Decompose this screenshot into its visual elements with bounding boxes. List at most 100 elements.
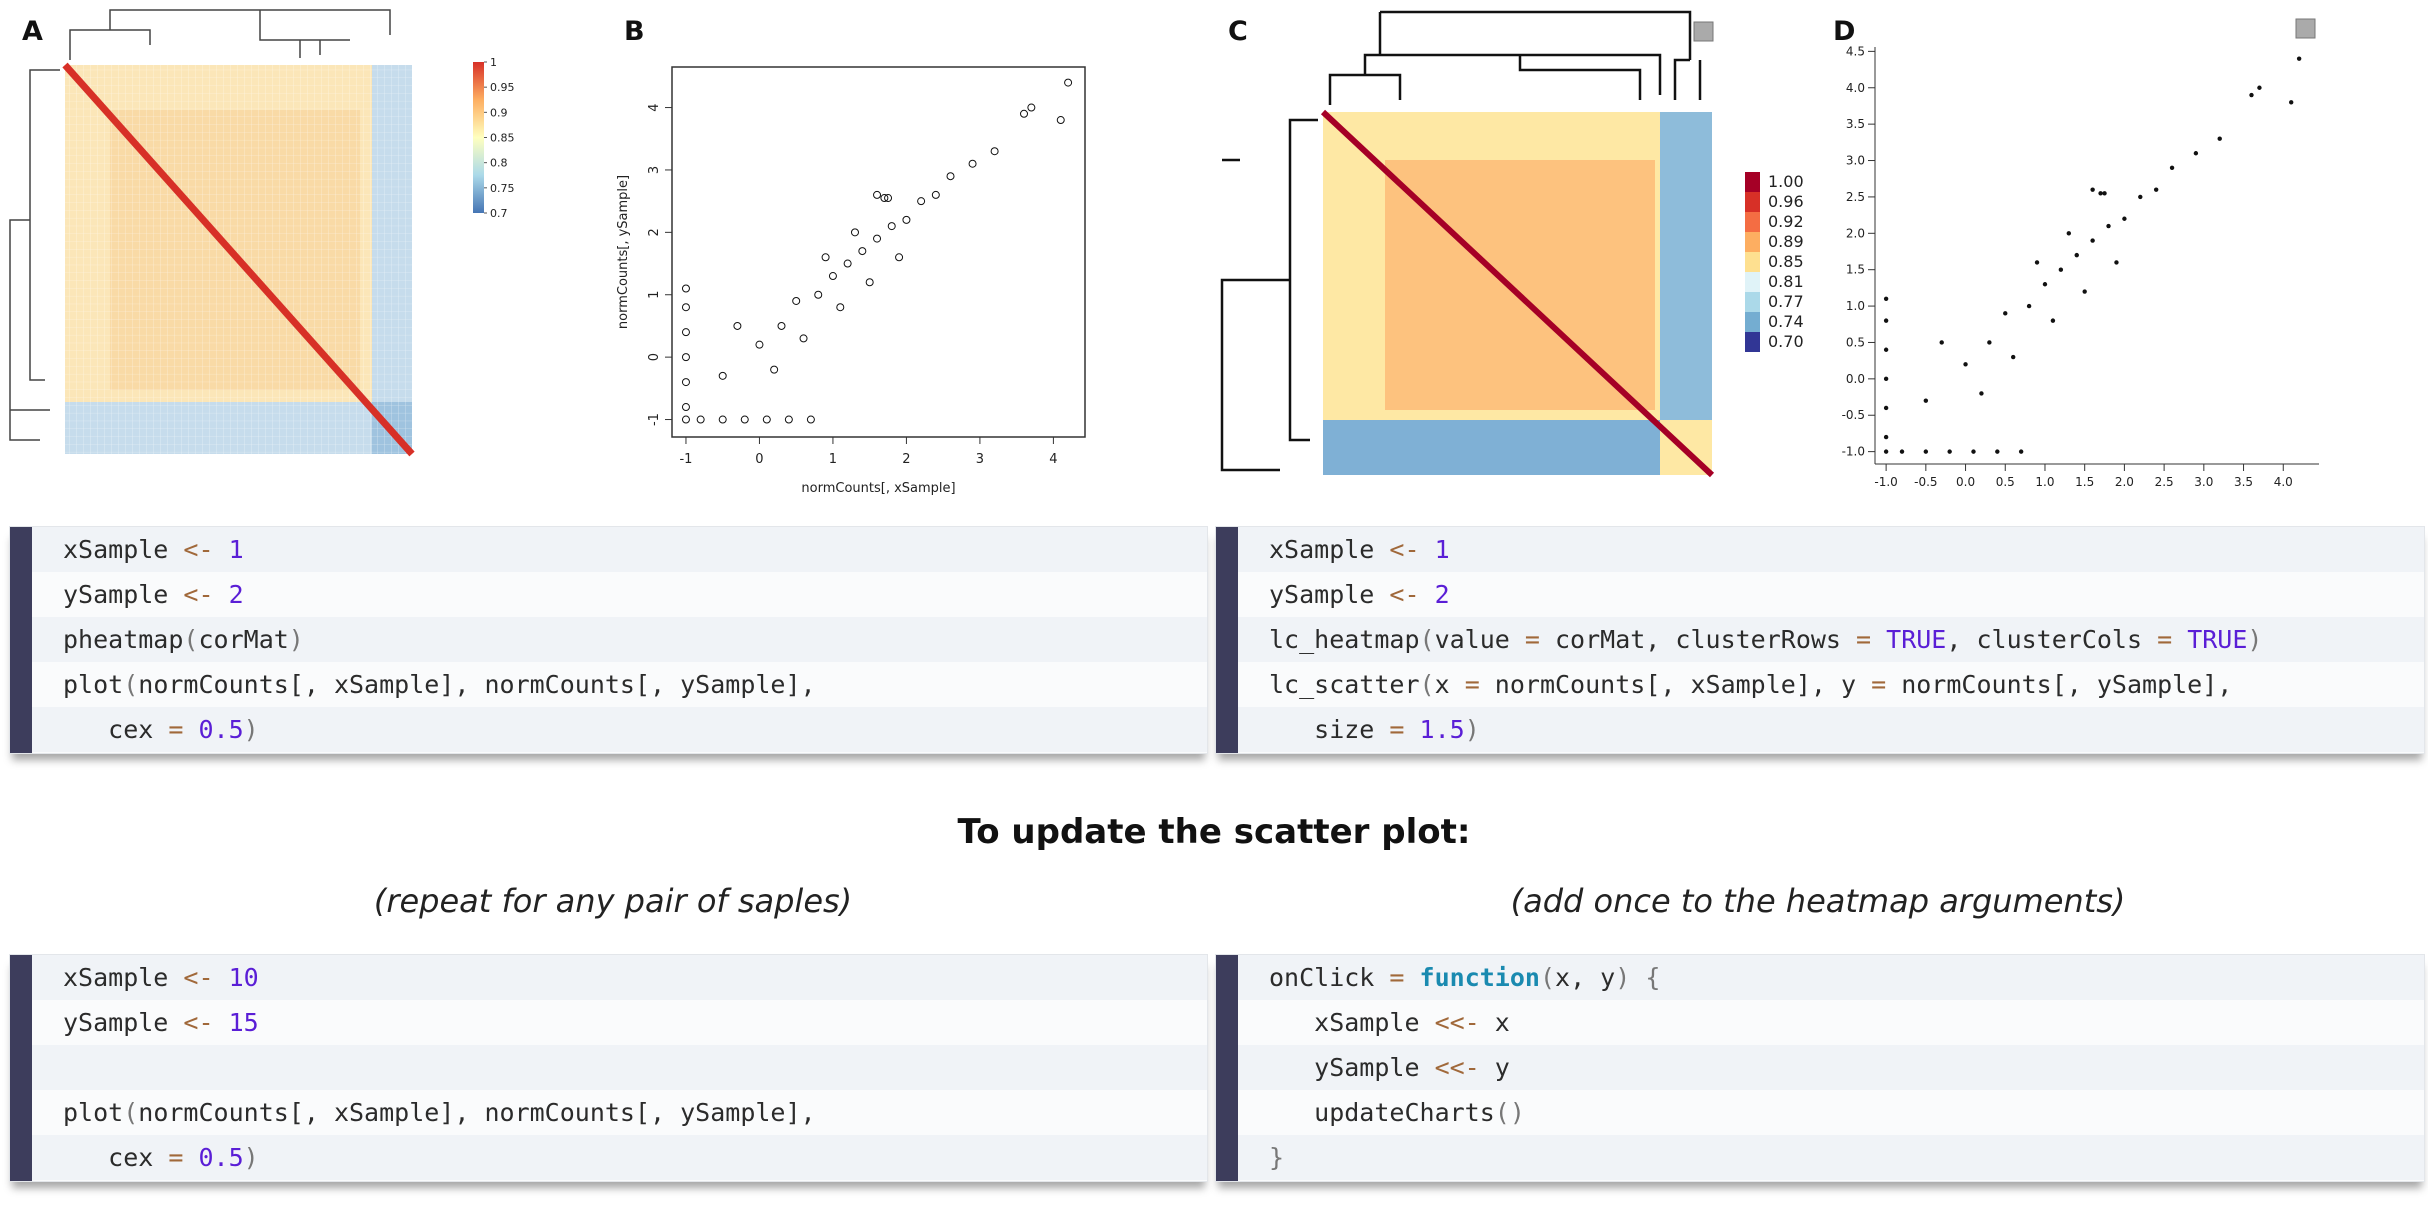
panel-label: D: [1833, 16, 1855, 47]
code-token: ): [243, 715, 259, 744]
code-token: =: [168, 715, 184, 744]
legend-label: 0.70: [1768, 332, 1804, 351]
x-axis-label: normCounts[, xSample]: [801, 481, 955, 496]
y-tick-label: 3.0: [1846, 154, 1865, 168]
code-line: ySample <- 2: [10, 572, 1207, 617]
code-token: ) {: [1615, 963, 1661, 992]
plot-frame: [671, 66, 1086, 438]
point: [681, 303, 690, 312]
legend-label: 0.92: [1768, 212, 1804, 231]
y-tick-label: -1: [647, 413, 662, 426]
code-token: normCounts[, xSample], normCounts[, ySam…: [138, 670, 816, 699]
point: [681, 378, 690, 387]
code-token: value: [1434, 625, 1525, 654]
y-tick-label: 3.5: [1846, 117, 1865, 131]
point: [1979, 391, 1984, 396]
point: [2193, 151, 2199, 156]
point: [755, 340, 764, 349]
code-token: (: [183, 625, 199, 654]
code-token: normCounts[, ySample],: [1886, 670, 2233, 699]
code-token: TRUE: [1871, 625, 1947, 654]
point: [873, 190, 882, 199]
code-token: updateCharts: [1269, 1098, 1495, 1127]
code-token: x: [1479, 1008, 1510, 1037]
code-token: <<-: [1434, 1008, 1480, 1037]
point: [946, 172, 955, 181]
colorbar-label: 0.9: [490, 106, 508, 119]
legend-label: 0.85: [1768, 252, 1804, 271]
y-tick-label: 1.0: [1846, 299, 1865, 313]
point: [887, 222, 896, 231]
legend-swatch: [1745, 292, 1760, 312]
colorbar-label: 0.8: [490, 157, 508, 170]
x-tick-label: -1: [679, 452, 692, 467]
code-token: }: [1269, 1143, 1285, 1172]
code-line: }: [1216, 1135, 2424, 1180]
code-token: =: [1871, 670, 1887, 699]
point: [2296, 56, 2302, 61]
code-token: (: [1419, 670, 1435, 699]
legend-swatch: [1745, 192, 1760, 212]
x-tick-label: 1.5: [2075, 475, 2094, 489]
code-token: onClick: [1269, 963, 1390, 992]
code-bar: [1216, 527, 1238, 753]
code-token: plot: [63, 1098, 124, 1127]
code-line: lc_scatter(x = normCounts[, xSample], y …: [1216, 662, 2424, 707]
legend-label: 0.96: [1768, 192, 1804, 211]
point: [2249, 92, 2254, 98]
y-tick-label: -1.0: [1842, 445, 1865, 459]
point: [1883, 405, 1889, 411]
point: [1923, 449, 1929, 454]
legend-label: 0.74: [1768, 312, 1804, 331]
code-token: ): [243, 1143, 259, 1172]
point: [2011, 354, 2016, 360]
colorbar-label: 1: [490, 56, 497, 69]
code-token: lc_scatter: [1269, 670, 1420, 699]
point: [1883, 318, 1889, 323]
code-token: xSample: [63, 535, 184, 564]
colorbar-label: 0.75: [490, 182, 515, 195]
point: [770, 365, 779, 374]
legend-label: 0.81: [1768, 272, 1804, 291]
point: [681, 328, 690, 337]
point: [2138, 194, 2143, 200]
x-tick-label: 0: [755, 452, 763, 467]
y-tick-label: 4.0: [1846, 81, 1865, 95]
legend-swatch: [1745, 212, 1760, 232]
point: [2066, 231, 2072, 236]
x-tick-label: 0.5: [1996, 475, 2015, 489]
y-tick-label: 1: [647, 291, 662, 299]
point: [762, 415, 771, 424]
point: [799, 334, 808, 343]
code-token: size: [1269, 715, 1390, 744]
point: [2153, 187, 2159, 192]
point: [843, 259, 852, 268]
x-tick-label: 2.0: [2115, 475, 2134, 489]
code-token: cex: [63, 1143, 169, 1172]
legend-label: 1.00: [1768, 172, 1804, 191]
code-token: y: [1479, 1053, 1510, 1082]
point: [681, 353, 690, 362]
point: [814, 290, 823, 299]
y-tick-label: 2.0: [1846, 226, 1865, 240]
code-line: pheatmap(corMat): [10, 617, 1207, 662]
point: [792, 296, 801, 305]
point: [990, 147, 999, 156]
legend-swatch: [1745, 172, 1760, 192]
code-line: ​: [10, 1045, 1207, 1090]
code-line: onClick = function(x, y) {: [1216, 955, 2424, 1000]
code-token: (): [1494, 1098, 1525, 1127]
y-tick-label: 2.5: [1846, 190, 1865, 204]
point: [968, 159, 977, 168]
x-tick-label: 4.0: [2274, 475, 2293, 489]
code-token: TRUE: [2172, 625, 2248, 654]
point: [902, 215, 911, 224]
point: [718, 371, 727, 380]
code-token: <-: [183, 580, 214, 609]
heatmap-c-matrix: [1220, 10, 2316, 478]
x-tick-label: 4: [1049, 452, 1057, 467]
legend-label: 0.77: [1768, 292, 1804, 311]
point: [895, 253, 904, 262]
point: [2042, 282, 2048, 287]
code-token: ySample: [63, 580, 184, 609]
